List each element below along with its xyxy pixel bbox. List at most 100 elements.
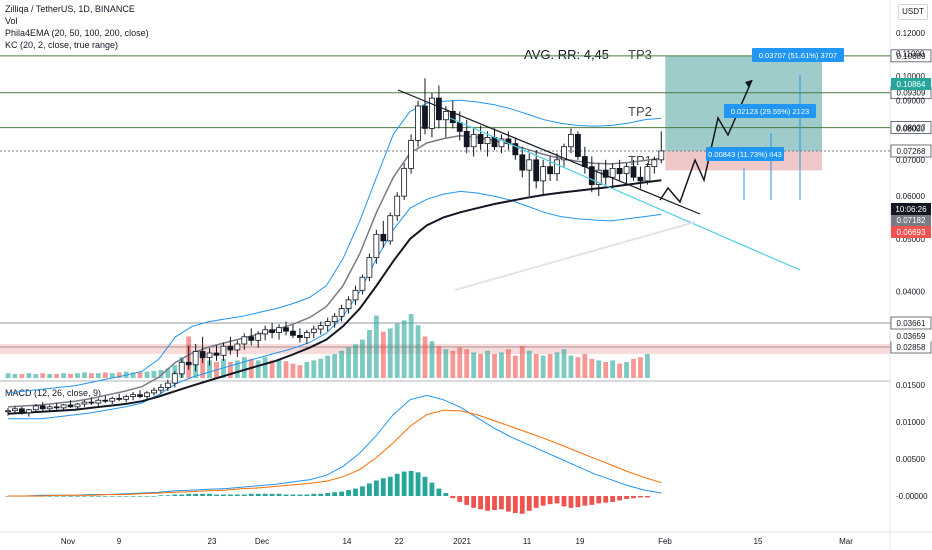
volume-bar [89, 373, 94, 378]
candle-body [470, 133, 477, 148]
macd-histogram-bar [631, 496, 636, 499]
price-axis-label: 0.07000 [896, 156, 925, 165]
macd-histogram-bar [214, 494, 219, 496]
volume-bar [380, 331, 386, 378]
macd-histogram-bar [234, 494, 240, 496]
price-tag [891, 226, 931, 238]
macd-histogram-bar [512, 496, 518, 514]
signal-line [8, 409, 662, 497]
time-axis-label: 9 [117, 537, 122, 546]
ema20-line [7, 134, 662, 408]
volume-bar [478, 354, 483, 378]
candle-body [171, 373, 178, 384]
volume-bar [638, 357, 643, 378]
volume-bar [394, 323, 400, 378]
candle-body [137, 394, 143, 397]
candle-body [540, 166, 547, 182]
volume-bar [158, 370, 164, 378]
macd-histogram-bar [290, 494, 296, 496]
candle-body [192, 351, 199, 366]
candle-body [276, 327, 282, 333]
volume-bar [401, 320, 407, 378]
volume-bar [408, 314, 414, 378]
candle-body [456, 122, 463, 132]
candle-body [616, 167, 623, 175]
price-tag [891, 214, 931, 226]
candle-body [609, 167, 616, 178]
candle-body [234, 343, 241, 351]
price-tag [890, 121, 932, 134]
candle-body [359, 276, 366, 291]
candle-body [220, 345, 227, 356]
macd-histogram-bar [533, 496, 539, 508]
candle-body [310, 328, 317, 333]
volume-bar [485, 350, 490, 378]
candle-body [144, 392, 150, 397]
projection-path [659, 79, 753, 204]
candle-body [331, 315, 338, 322]
volume-bar [234, 360, 240, 378]
candle-body [32, 405, 39, 411]
volume-bar [318, 358, 324, 378]
macd-histogram-bar [499, 496, 504, 510]
candle-body [498, 138, 505, 148]
macd-axis-label: -0.00000 [896, 492, 928, 501]
macd-histogram-bar [172, 494, 178, 496]
macd-legend: MACD (12, 26, close, 9) [5, 388, 102, 398]
candle-body [116, 397, 123, 400]
candle-body [157, 387, 164, 391]
volume-bar [26, 373, 32, 378]
macd-histogram-bar [429, 482, 435, 496]
volume-bar [47, 374, 53, 378]
candle-body [206, 352, 213, 359]
price-tag-label: 0.08027 [897, 124, 926, 133]
macd-histogram-bar [519, 496, 525, 514]
volume-bar [269, 360, 275, 378]
time-axis-label: Dec [255, 537, 269, 546]
macd-histogram-bar [116, 496, 122, 497]
macd-histogram-bar [47, 496, 53, 497]
time-axis-label: 11 [523, 537, 532, 546]
volume-bar [526, 350, 532, 378]
candle-body [241, 336, 248, 345]
target-zone [665, 55, 822, 151]
candle-body [269, 329, 276, 333]
volume-bar [471, 352, 477, 378]
price-tag-label: 10:06:26 [895, 205, 927, 214]
descending-trendline [397, 89, 701, 215]
macd-histogram-bar [228, 494, 233, 496]
price-axis-label: 0.06000 [896, 192, 925, 201]
candle-body [248, 336, 255, 341]
macd-histogram-bar [353, 488, 358, 496]
candle-body [109, 397, 116, 402]
macd-histogram-bar [596, 496, 602, 504]
volume-bar [631, 358, 636, 378]
vol-legend: Vol [5, 16, 18, 26]
volume-bar [255, 360, 261, 378]
candle-body [178, 361, 185, 375]
measure-label-bg [752, 48, 844, 62]
macd-histogram-bar [360, 486, 365, 496]
macd-histogram-bar [318, 493, 324, 496]
projection-arrowhead [745, 80, 752, 88]
support-band [0, 344, 890, 354]
candle-body [526, 159, 533, 171]
volume-bar [207, 360, 212, 378]
currency-badge[interactable]: USDT [898, 4, 928, 20]
macd-histogram-bar [589, 496, 595, 505]
volume-bar [367, 330, 372, 378]
volume-bar [519, 346, 525, 378]
time-axis-label: 22 [395, 537, 404, 546]
macd-histogram-bar [367, 483, 372, 496]
candle-body [422, 105, 428, 129]
candle-body [442, 110, 449, 121]
candle-body [199, 351, 206, 359]
candle-body [262, 329, 269, 335]
candle-body [60, 404, 67, 409]
macd-histogram-bar [443, 493, 449, 496]
candle-body [352, 289, 359, 301]
candle-body [296, 334, 303, 338]
price-tag-label: 0.06693 [897, 228, 926, 237]
candle-body [373, 233, 380, 258]
